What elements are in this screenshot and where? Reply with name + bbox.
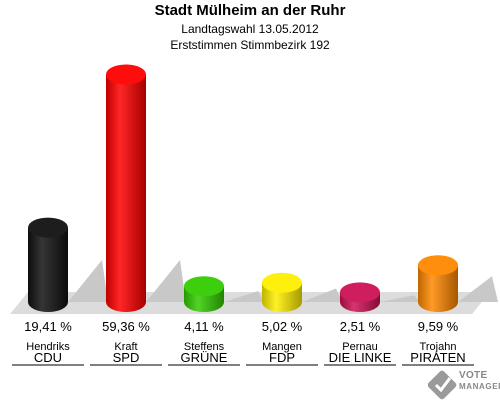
bar-grüne [184,276,224,312]
value-label: 5,02 % [262,319,303,334]
bar-shadow [380,295,420,302]
party-label: SPD [113,350,140,365]
logo-text: VOTE MANAGER [459,370,500,392]
value-label: 19,41 % [24,319,72,334]
logo-line1: VOTE [459,370,488,381]
value-label: 9,59 % [418,319,459,334]
bar-top [262,272,302,293]
bar-body [418,265,458,312]
bar-piraten [418,255,458,312]
party-label: PIRATEN [410,350,465,365]
value-label: 4,11 % [184,319,224,334]
bar-spd [106,64,146,312]
value-label: 59,36 % [102,319,150,334]
vote-manager-logo [428,370,457,400]
candidate-label: Pernau [342,341,377,353]
bar-shadows [68,260,498,302]
bar-die-linke [340,282,380,312]
chart-subtitle-election: Landtagswahl 13.05.2012 [181,22,319,36]
bar-shadow [458,276,498,302]
bar-body [106,74,146,312]
bar-fdp [262,272,302,312]
candidate-label: Kraft [114,341,137,353]
chart-subtitle-district: Erststimmen Stimmbezirk 192 [170,38,330,52]
bar-shadow [224,290,264,302]
candidate-label: Trojahn [420,341,457,353]
candidate-label: Hendriks [26,341,70,353]
value-label: 2,51 % [340,319,381,334]
bar-top [418,255,458,276]
logo-line2: MANAGER [459,382,500,391]
bar-top [106,64,146,85]
check-ballot-icon [428,370,457,400]
bar-top [28,217,68,238]
party-label: CDU [34,350,62,365]
bar-cdu [28,217,68,312]
chart-title: Stadt Mülheim an der Ruhr [154,2,346,19]
party-label: DIE LINKE [329,350,392,365]
party-label: FDP [269,350,295,365]
party-label: GRÜNE [181,350,228,365]
bar-shadow [146,260,186,302]
bar-shadow [302,288,342,302]
bar-top [340,282,380,303]
candidate-label: Steffens [184,341,225,353]
candidate-label: Mangen [262,341,302,353]
bar-body [28,227,68,312]
bars [28,64,458,312]
bar-shadow [68,260,108,302]
bar-top [184,276,224,297]
